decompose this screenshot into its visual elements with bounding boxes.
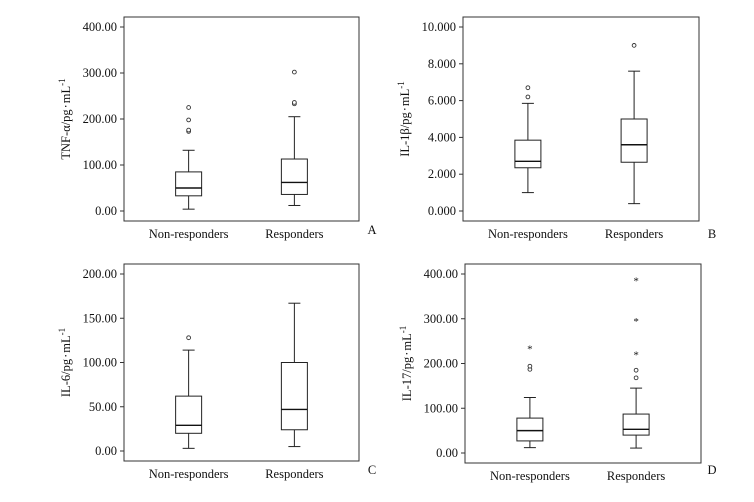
box-responders: * * * bbox=[622, 275, 650, 449]
box-responders bbox=[280, 302, 308, 448]
y-tick-label: 0.00 bbox=[95, 204, 117, 218]
category-label: Responders bbox=[265, 467, 323, 481]
iqr-box bbox=[280, 362, 308, 431]
plot-frame bbox=[123, 263, 360, 462]
y-axis-label: IL-6/pg·mL-1 bbox=[57, 328, 73, 397]
panel-d: 0.00 100.00 200.00 300.00 400.00 IL-17/pg·mL-… bbox=[398, 263, 717, 483]
outlier-point bbox=[527, 363, 533, 369]
box-non-responders bbox=[175, 335, 203, 449]
outlier-point bbox=[525, 94, 531, 100]
y-tick-label: 200.00 bbox=[83, 267, 117, 281]
y-tick-label: 100.00 bbox=[83, 356, 117, 370]
outlier-point bbox=[292, 100, 297, 105]
panel-c: 0.00 50.00 100.00 150.00 200.00 IL-6/pg·mL-1 N… bbox=[57, 263, 376, 481]
panel-label: B bbox=[708, 227, 716, 241]
box-responders bbox=[280, 69, 308, 206]
extreme-point: * bbox=[633, 275, 639, 287]
y-tick-label: 10.000 bbox=[422, 20, 456, 34]
extreme-point: * bbox=[633, 316, 639, 328]
extreme-point: * bbox=[527, 344, 533, 356]
y-tick-label: 300.00 bbox=[83, 66, 117, 80]
box-non-responders bbox=[175, 105, 203, 210]
y-tick-label: 8.000 bbox=[428, 57, 456, 71]
box-non-responders bbox=[514, 85, 542, 194]
plot-frame bbox=[462, 16, 700, 222]
panel-a: 0.00 100.00 200.00 300.00 400.00 TNF-α/pg·mL-… bbox=[57, 16, 377, 241]
panel-b: 0.000 2.000 4.000 6.000 8.000 10.000 IL-1β/pg·… bbox=[396, 16, 716, 241]
plot-frame bbox=[123, 16, 360, 222]
iqr-box bbox=[516, 417, 544, 442]
y-tick-label: 300.00 bbox=[424, 312, 458, 326]
iqr-box bbox=[514, 139, 542, 169]
iqr-box bbox=[622, 413, 650, 436]
category-label: Non-responders bbox=[149, 467, 229, 481]
y-tick-label: 0.000 bbox=[428, 204, 456, 218]
iqr-box bbox=[175, 171, 203, 197]
outlier-point bbox=[631, 43, 637, 48]
extreme-point: * bbox=[633, 350, 639, 362]
box-responders bbox=[620, 43, 648, 205]
panel-label: A bbox=[367, 223, 376, 237]
y-tick-label: 0.00 bbox=[436, 446, 458, 460]
iqr-box bbox=[175, 395, 203, 434]
iqr-box bbox=[280, 158, 308, 195]
y-tick-label: 400.00 bbox=[83, 20, 117, 34]
category-label: Responders bbox=[605, 227, 663, 241]
panel-label: D bbox=[707, 463, 716, 477]
iqr-box bbox=[620, 118, 648, 163]
panel-label: C bbox=[368, 463, 376, 477]
y-tick-label: 200.00 bbox=[83, 112, 117, 126]
y-tick-label: 200.00 bbox=[424, 357, 458, 371]
y-axis-label: IL-17/pg·mL-1 bbox=[398, 326, 414, 401]
y-tick-label: 100.00 bbox=[83, 158, 117, 172]
category-label: Responders bbox=[607, 469, 665, 483]
y-tick-label: 2.000 bbox=[428, 167, 456, 181]
y-tick-label: 6.000 bbox=[428, 94, 456, 108]
y-tick-label: 4.000 bbox=[428, 130, 456, 144]
y-tick-label: 50.00 bbox=[89, 400, 117, 414]
y-axis-label: IL-1β/pg·mL-1 bbox=[396, 81, 412, 157]
box-non-responders: * bbox=[516, 344, 544, 449]
category-label: Non-responders bbox=[149, 227, 229, 241]
outlier-point bbox=[525, 85, 531, 91]
y-tick-label: 0.00 bbox=[95, 444, 117, 458]
outlier-point bbox=[292, 69, 297, 75]
outlier-point bbox=[186, 127, 191, 133]
outlier-point bbox=[186, 105, 191, 110]
plot-frame bbox=[464, 263, 702, 464]
category-label: Non-responders bbox=[490, 469, 570, 483]
y-axis-label: TNF-α/pg·mL-1 bbox=[57, 78, 73, 159]
outlier-point bbox=[186, 335, 191, 341]
outlier-point bbox=[186, 117, 191, 123]
y-tick-label: 100.00 bbox=[424, 401, 458, 415]
y-tick-label: 400.00 bbox=[424, 267, 458, 281]
outlier-point bbox=[633, 367, 639, 373]
category-label: Non-responders bbox=[488, 227, 568, 241]
y-tick-label: 150.00 bbox=[83, 311, 117, 325]
outlier-point bbox=[633, 375, 639, 381]
category-label: Responders bbox=[265, 227, 323, 241]
